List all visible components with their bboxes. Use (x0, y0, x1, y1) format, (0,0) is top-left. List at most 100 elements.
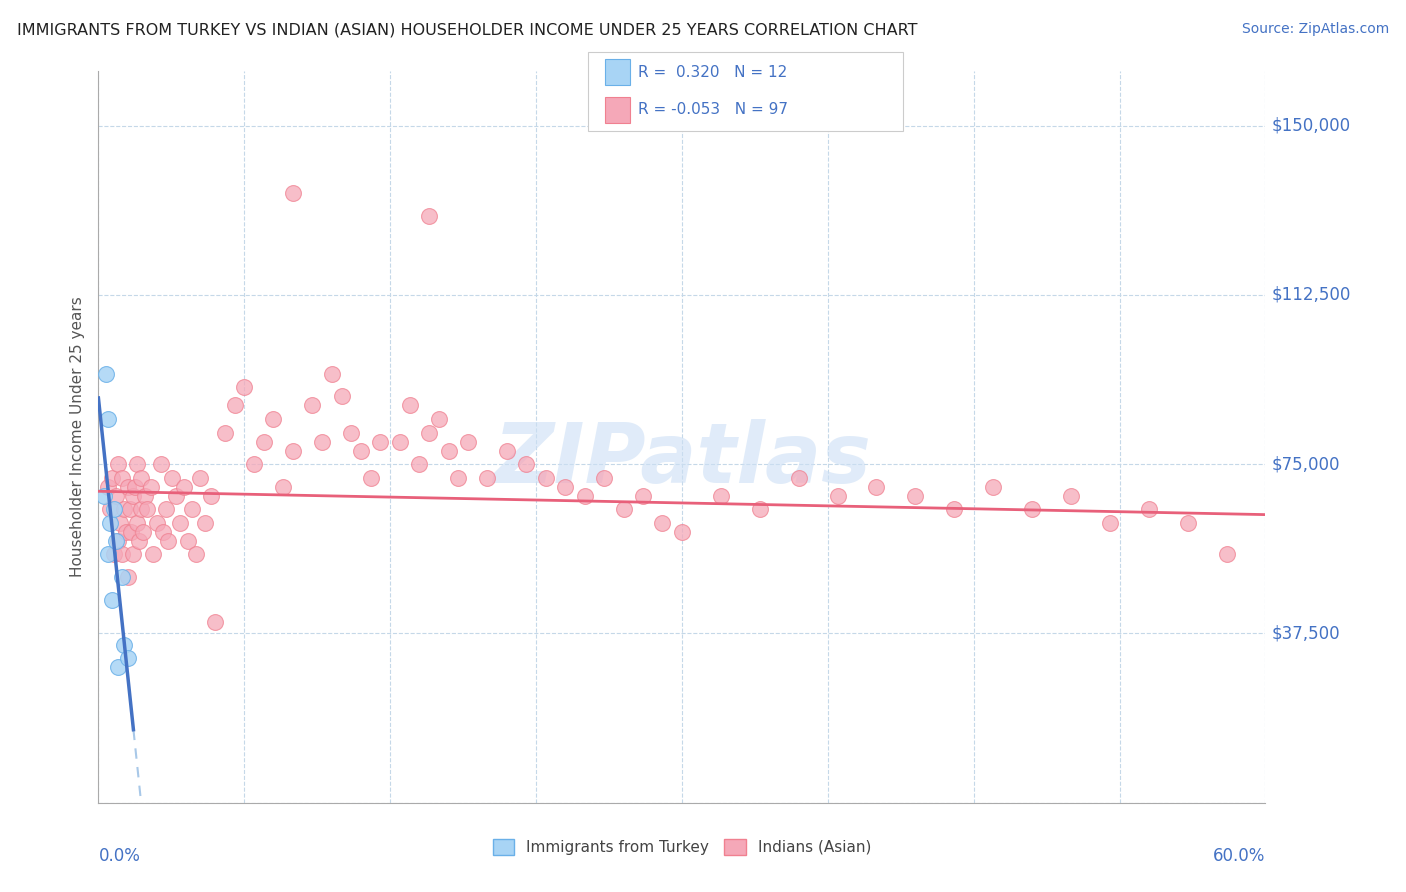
Point (157, 533, 180, 548)
Point (97, 548, 120, 562)
Point (97, 480, 120, 494)
Point (98, 516, 121, 530)
Point (103, 502, 125, 516)
Point (408, 457, 430, 471)
Point (128, 533, 150, 548)
Point (534, 471, 557, 485)
Point (1021, 502, 1043, 516)
Point (155, 502, 177, 516)
Text: 0.0%: 0.0% (98, 847, 141, 864)
Text: R = -0.053   N = 97: R = -0.053 N = 97 (638, 103, 789, 118)
Point (114, 524, 136, 539)
Point (748, 502, 770, 516)
Point (134, 489, 156, 503)
Y-axis label: Householder Income Under 25 years: Householder Income Under 25 years (70, 297, 86, 577)
Point (350, 443, 373, 458)
Point (107, 660, 129, 674)
Point (117, 651, 139, 665)
Point (321, 367, 343, 381)
Point (214, 425, 236, 440)
Point (104, 533, 127, 548)
Point (118, 502, 141, 516)
Point (177, 533, 200, 548)
Point (98, 502, 121, 516)
Point (281, 186, 304, 201)
Point (593, 471, 616, 485)
Point (418, 209, 440, 223)
Point (388, 434, 411, 449)
Point (233, 380, 256, 394)
Point (271, 480, 294, 494)
Text: R =  0.320   N = 12: R = 0.320 N = 12 (638, 64, 787, 79)
Point (173, 480, 195, 494)
Point (117, 570, 139, 584)
Point (129, 502, 152, 516)
Point (496, 443, 519, 458)
Point (200, 489, 222, 503)
Point (101, 471, 124, 485)
Point (631, 489, 654, 503)
Point (262, 412, 284, 426)
Point (437, 443, 460, 458)
Point (457, 434, 479, 449)
Point (515, 457, 537, 471)
Point (108, 516, 131, 530)
Point (127, 457, 149, 471)
Point (243, 457, 266, 471)
Point (554, 480, 576, 494)
Point (194, 516, 217, 530)
Point (122, 489, 145, 503)
Text: $112,500: $112,500 (1271, 285, 1351, 304)
Point (613, 502, 636, 516)
Point (97, 412, 120, 426)
Point (447, 471, 470, 485)
Point (253, 434, 276, 449)
Text: ZIPatlas: ZIPatlas (494, 418, 870, 500)
Point (651, 516, 673, 530)
Text: IMMIGRANTS FROM TURKEY VS INDIAN (ASIAN) HOUSEHOLDER INCOME UNDER 25 YEARS CORRE: IMMIGRANTS FROM TURKEY VS INDIAN (ASIAN)… (17, 22, 917, 37)
Point (574, 489, 596, 503)
Text: Source: ZipAtlas.com: Source: ZipAtlas.com (1241, 22, 1389, 37)
Point (149, 457, 172, 471)
Point (398, 399, 420, 413)
Text: 60.0%: 60.0% (1213, 847, 1265, 864)
Point (865, 480, 887, 494)
Point (129, 471, 152, 485)
Point (107, 533, 129, 548)
Point (330, 389, 353, 403)
Point (224, 399, 246, 413)
Point (112, 638, 135, 652)
Point (340, 29, 363, 43)
Point (340, 425, 363, 440)
Point (827, 489, 849, 503)
Text: $150,000: $150,000 (1271, 117, 1350, 135)
Point (132, 524, 155, 539)
Point (139, 480, 162, 494)
Legend: Immigrants from Turkey, Indians (Asian): Immigrants from Turkey, Indians (Asian) (486, 833, 877, 861)
Point (136, 502, 159, 516)
Point (671, 524, 693, 539)
Point (103, 548, 125, 562)
Point (142, 548, 165, 562)
Text: $75,000: $75,000 (1271, 455, 1340, 473)
Point (943, 502, 966, 516)
Point (1215, 548, 1237, 562)
Point (1177, 516, 1199, 530)
Point (1137, 502, 1160, 516)
Point (152, 524, 174, 539)
Point (188, 471, 211, 485)
Text: $37,500: $37,500 (1271, 624, 1340, 642)
Point (165, 489, 187, 503)
Point (111, 548, 134, 562)
Point (124, 480, 146, 494)
Point (1060, 489, 1083, 503)
Point (370, 434, 392, 449)
Point (281, 443, 304, 458)
Point (122, 548, 145, 562)
Point (146, 516, 169, 530)
Point (169, 516, 191, 530)
Point (93, 489, 115, 503)
Point (477, 471, 499, 485)
Point (184, 548, 207, 562)
Point (301, 399, 323, 413)
